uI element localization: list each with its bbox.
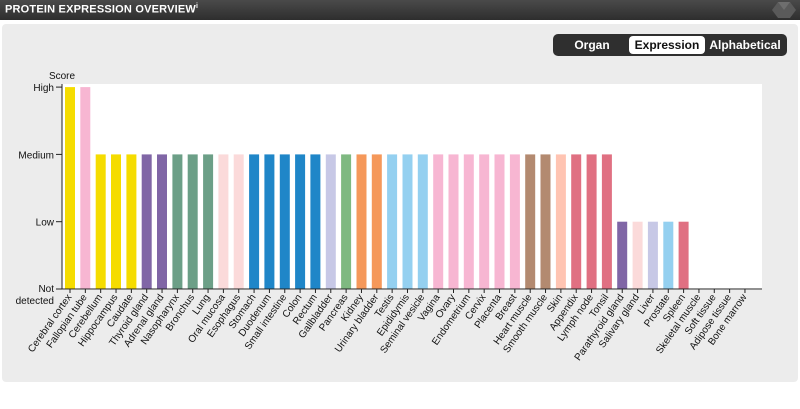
bar-cervix[interactable] xyxy=(479,154,490,289)
bar-liver[interactable] xyxy=(647,221,658,289)
bar-ovary[interactable] xyxy=(448,154,459,289)
bar-esophagus[interactable] xyxy=(233,154,244,289)
sort-expression-button[interactable]: Expression xyxy=(629,36,705,54)
y-axis-title: Score xyxy=(49,71,76,82)
sort-alphabetical-button[interactable]: Alphabetical xyxy=(709,38,781,52)
bar-pancreas[interactable] xyxy=(341,154,352,289)
bar-appendix[interactable] xyxy=(571,154,582,289)
bar-duodenum[interactable] xyxy=(264,154,275,289)
bar-hippocampus[interactable] xyxy=(111,154,121,289)
bar-endometrium[interactable] xyxy=(463,154,474,289)
bar-kidney[interactable] xyxy=(356,154,367,289)
bar-urinary-bladder[interactable] xyxy=(371,154,382,289)
bar-adrenal-gland[interactable] xyxy=(157,154,167,289)
bar-small-intestine[interactable] xyxy=(279,154,290,289)
sort-organ-button[interactable]: Organ xyxy=(574,38,610,52)
bar-lung[interactable] xyxy=(203,154,214,289)
y-tick-label: Medium xyxy=(18,150,54,161)
bar-bronchus[interactable] xyxy=(187,154,198,289)
header-bar: PROTEIN EXPRESSION OVERVIEWi xyxy=(0,0,800,20)
y-tick-label: Not xyxy=(38,284,54,295)
bar-colon[interactable] xyxy=(295,154,306,289)
bar-parathyroid-gland[interactable] xyxy=(617,221,628,289)
bar-rectum[interactable] xyxy=(310,154,321,289)
bar-salivary-gland[interactable] xyxy=(632,221,643,289)
bar-spleen[interactable] xyxy=(678,221,689,289)
bar-testis[interactable] xyxy=(387,154,398,289)
bar-gallbladder[interactable] xyxy=(325,154,336,289)
bar-caudate[interactable] xyxy=(126,154,137,289)
bar-smooth-muscle[interactable] xyxy=(540,154,551,289)
bar-placenta[interactable] xyxy=(494,154,505,289)
sort-toggle: Organ Expression Alphabetical xyxy=(553,34,787,56)
y-tick-label: Low xyxy=(36,218,55,229)
bar-cerebellum[interactable] xyxy=(95,154,106,289)
bar-cerebral-cortex[interactable] xyxy=(65,87,75,289)
info-icon[interactable]: i xyxy=(196,3,199,10)
bar-vagina[interactable] xyxy=(433,154,444,289)
bar-lymph-node[interactable] xyxy=(586,154,597,289)
bar-tonsil[interactable] xyxy=(601,154,612,289)
bar-oral-mucosa[interactable] xyxy=(218,154,229,289)
bar-thyroid-gland[interactable] xyxy=(141,154,152,289)
bar-epididymis[interactable] xyxy=(402,154,413,289)
y-tick-label: High xyxy=(33,83,54,94)
bar-seminal-vesicle[interactable] xyxy=(417,154,428,289)
bar-skin[interactable] xyxy=(555,154,566,289)
bar-breast[interactable] xyxy=(509,154,520,289)
cube-icon xyxy=(772,2,796,18)
page-title: PROTEIN EXPRESSION OVERVIEWi xyxy=(5,3,199,16)
bar-prostate[interactable] xyxy=(663,221,674,289)
bar-heart-muscle[interactable] xyxy=(525,154,536,289)
bar-nasopharynx[interactable] xyxy=(172,154,183,289)
bar-stomach[interactable] xyxy=(249,154,260,289)
y-tick-label: detected xyxy=(16,296,54,307)
bar-fallopian-tube[interactable] xyxy=(80,87,91,289)
